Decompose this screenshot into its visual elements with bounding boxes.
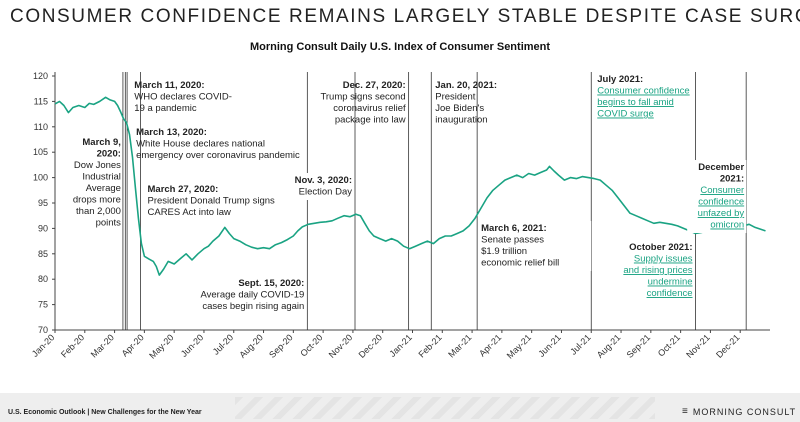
sentiment-series-line: [54, 96, 766, 276]
y-tick-label: 100: [33, 173, 48, 183]
annotation-text: points: [96, 218, 122, 229]
annotation-text: Sept. 15, 2020:: [238, 278, 304, 289]
x-tick-label: Mar-21: [446, 332, 473, 359]
annotation-background: [173, 276, 307, 315]
annotation-text: Election Day: [299, 187, 353, 198]
brand-logo: ≡ MORNING CONSULT: [682, 406, 796, 417]
annotation-text: Industrial: [82, 172, 121, 183]
annotation-text: 2020:: [97, 149, 121, 160]
annotation-text: $1.9 trillion: [481, 246, 527, 257]
x-tick-label: Nov-21: [684, 332, 712, 360]
annotation-text: CARES Act into law: [148, 207, 232, 218]
annotation-background: [598, 240, 695, 302]
annotation-text: than 2,000: [76, 206, 121, 217]
annotation-text: July 2021:: [597, 74, 643, 85]
annotation-text: package into law: [335, 115, 406, 126]
x-tick-label: Apr-20: [120, 332, 146, 358]
x-tick-label: Jan-21: [387, 332, 414, 359]
headline: CONSUMER CONFIDENCE REMAINS LARGELY STAB…: [10, 6, 800, 27]
annotation-text: cases begin rising again: [202, 301, 304, 312]
annotation-text: coronavirus relief: [333, 103, 406, 114]
annotation-text: unfazed by: [698, 208, 745, 219]
annotation-text: drops more: [73, 195, 121, 206]
brand-name: MORNING CONSULT: [692, 406, 797, 417]
x-tick-label: Jul-21: [568, 332, 592, 356]
annotation-background: [479, 221, 592, 271]
footer-text: U.S. Economic Outlook | New Challenges f…: [8, 409, 202, 416]
annotation-text: March 6, 2021:: [481, 223, 546, 234]
y-tick-label: 90: [38, 223, 48, 233]
annotation-text: begins to fall amid: [597, 97, 674, 108]
annotation-text: President Donald Trump signs: [148, 196, 276, 207]
annotation-text: Trump signs second: [320, 92, 405, 103]
y-tick-label: 120: [33, 71, 48, 81]
x-tick-label: Nov-20: [327, 332, 355, 360]
annotation-text: confidence: [698, 197, 744, 208]
x-tick-label: Jul-20: [211, 332, 235, 356]
annotation-background: [145, 182, 300, 221]
y-tick-label: 75: [38, 300, 48, 310]
y-tick-label: 110: [34, 122, 48, 132]
annotation-text: and rising prices: [623, 265, 692, 276]
y-tick-label: 105: [33, 147, 48, 157]
annotation-text: December: [698, 162, 744, 173]
x-tick-label: Aug-20: [237, 332, 265, 360]
annotation-background: [687, 160, 747, 233]
y-tick-label: 115: [34, 96, 48, 106]
y-tick-label: 80: [38, 274, 48, 284]
annotation-text: WHO declares COVID-: [134, 92, 232, 103]
annotation-background: [279, 173, 355, 200]
annotation-text: Senate passes: [481, 235, 544, 246]
annotation-text: confidence: [647, 288, 693, 299]
x-tick-label: Feb-21: [416, 332, 443, 359]
chart-title: Morning Consult Daily U.S. Index of Cons…: [249, 41, 551, 53]
annotation-text: March 9,: [82, 137, 121, 148]
x-tick-label: Sep-21: [625, 332, 653, 360]
y-tick-label: 95: [38, 198, 48, 208]
x-tick-label: Jan-20: [30, 332, 57, 359]
x-tick-label: Oct-21: [656, 332, 682, 358]
annotation-text: Dow Jones: [74, 160, 121, 171]
annotation-text: economic relief bill: [481, 258, 559, 269]
annotation-text: 19 a pandemic: [134, 103, 197, 114]
annotation-text: omicron: [710, 220, 744, 231]
annotation-text: Joe Biden's: [435, 103, 484, 114]
annotation-text: Consumer: [700, 185, 744, 196]
x-tick-label: Jun-21: [536, 332, 563, 359]
x-tick-label: Feb-20: [59, 332, 86, 359]
annotation-text: COVID surge: [597, 109, 654, 120]
y-tick-label: 70: [38, 325, 48, 335]
annotation-text: Consumer confidence: [597, 86, 689, 97]
annotation-text: October 2021:: [629, 242, 692, 253]
annotation-text: undermine: [648, 277, 693, 288]
x-tick-label: Apr-21: [477, 332, 503, 358]
x-tick-label: Dec-21: [714, 332, 742, 360]
x-tick-label: Mar-20: [89, 332, 116, 359]
footer-pattern: [235, 397, 655, 419]
annotation-text: Supply issues: [634, 254, 693, 265]
annotation-text: Jan. 20, 2021:: [435, 80, 497, 91]
annotation-text: White House declares national: [136, 139, 265, 150]
annotation-text: emergency over coronavirus pandemic: [136, 150, 300, 161]
x-tick-label: Sep-20: [267, 332, 295, 360]
annotation-text: 2021:: [720, 174, 744, 185]
annotation-text: President: [435, 92, 475, 103]
annotation-text: Average daily COVID-19: [200, 290, 304, 301]
annotation-text: Dec. 27, 2020:: [343, 80, 406, 91]
x-tick-label: Jun-20: [179, 332, 206, 359]
x-tick-label: Dec-20: [357, 332, 385, 360]
morning-consult-icon: ≡: [682, 406, 689, 417]
annotation-text: Nov. 3, 2020:: [295, 175, 352, 186]
x-tick-label: Oct-20: [298, 332, 324, 358]
x-tick-label: May-20: [147, 332, 175, 360]
annotation-text: inauguration: [435, 115, 487, 126]
x-tick-label: May-21: [505, 332, 533, 360]
annotation-text: March 27, 2020:: [148, 184, 219, 195]
annotation-text: March 13, 2020:: [136, 127, 207, 138]
y-tick-label: 85: [38, 249, 48, 259]
annotation-text: Average: [86, 183, 121, 194]
annotation-text: March 11, 2020:: [134, 80, 204, 91]
x-tick-label: Aug-21: [595, 332, 623, 360]
